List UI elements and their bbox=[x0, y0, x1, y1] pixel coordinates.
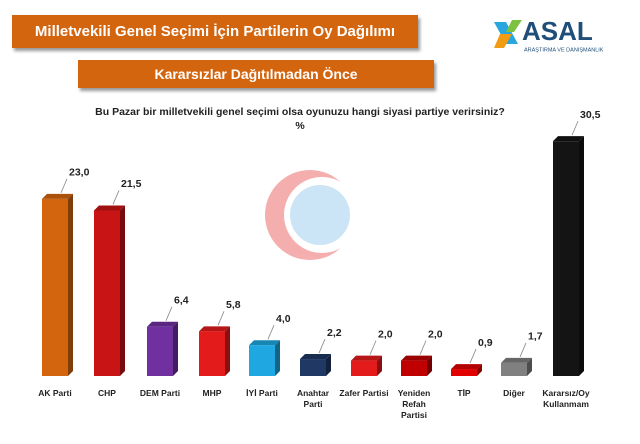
label-leader bbox=[469, 348, 477, 364]
x-tick-label: İYİ Parti bbox=[246, 388, 278, 398]
bar-side bbox=[173, 321, 178, 376]
label-leader bbox=[112, 190, 120, 205]
label-leader bbox=[419, 340, 427, 355]
bar-top bbox=[147, 321, 178, 327]
bar-top bbox=[42, 193, 73, 199]
value-label: 2,0 bbox=[378, 328, 393, 340]
x-tick-label: Diğer bbox=[503, 388, 525, 398]
unit: % bbox=[295, 120, 305, 132]
bar bbox=[401, 360, 427, 376]
value-label: 4,0 bbox=[276, 313, 291, 325]
x-tick-label: MHP bbox=[202, 388, 222, 398]
label-leader bbox=[318, 338, 326, 354]
value-label: 2,0 bbox=[428, 328, 443, 340]
value-label: 6,4 bbox=[174, 295, 189, 307]
bar-side bbox=[527, 357, 532, 376]
value-label: 30,5 bbox=[580, 109, 601, 121]
bar-side bbox=[225, 326, 230, 376]
subtitle-banner: Kararsızlar Dağıtılmadan Önce bbox=[78, 60, 434, 88]
bar bbox=[94, 210, 120, 376]
value-label: 21,5 bbox=[121, 178, 142, 190]
bar-side bbox=[377, 355, 382, 376]
value-label: 2,2 bbox=[327, 327, 342, 339]
title-banner: Milletvekili Genel Seçimi İçin Partileri… bbox=[12, 15, 418, 48]
bar-top bbox=[249, 340, 280, 346]
x-tick-label: DEM Parti bbox=[139, 388, 181, 398]
x-tick-label: Zafer Partisi bbox=[339, 388, 389, 398]
bar-top bbox=[501, 357, 532, 363]
bar-top bbox=[553, 136, 584, 142]
bar bbox=[147, 326, 173, 376]
logo-name: ASAL bbox=[522, 16, 593, 46]
bar-side bbox=[579, 136, 584, 376]
label-leader bbox=[267, 325, 275, 340]
bar-top bbox=[351, 355, 382, 361]
bar-top bbox=[300, 354, 331, 360]
bar-top bbox=[401, 355, 432, 361]
bar-side bbox=[326, 354, 331, 376]
question: Bu Pazar bir milletvekili genel seçimi o… bbox=[95, 106, 505, 118]
bar-top bbox=[94, 205, 125, 211]
x-tick-label: Yeniden Refah Partisi bbox=[397, 388, 431, 420]
value-label: 23,0 bbox=[69, 167, 90, 179]
x-tick-label: Anahtar Parti bbox=[296, 388, 330, 409]
bar bbox=[553, 141, 579, 376]
label-leader bbox=[571, 120, 579, 136]
bar-top bbox=[451, 364, 482, 370]
label-leader bbox=[165, 306, 173, 321]
bar bbox=[300, 359, 326, 376]
logo-mark bbox=[494, 20, 522, 48]
x-tick-label: TİP bbox=[457, 388, 471, 398]
value-label: 0,9 bbox=[478, 337, 493, 349]
label-leader bbox=[217, 311, 225, 326]
bar bbox=[199, 331, 225, 376]
bar-side bbox=[275, 340, 280, 376]
bar-top bbox=[199, 326, 230, 332]
bar-side bbox=[427, 355, 432, 376]
x-tick-label: Kararsız/Oy Kullanmam bbox=[542, 388, 590, 409]
bar bbox=[351, 360, 377, 376]
x-tick-label: AK Parti bbox=[38, 388, 72, 398]
logo-tagline: ARAŞTIRMA VE DANIŞMANLIK bbox=[524, 47, 604, 53]
label-leader bbox=[519, 342, 527, 358]
bar bbox=[42, 198, 68, 376]
value-label: 1,7 bbox=[528, 331, 543, 343]
value-label: 5,8 bbox=[226, 299, 241, 311]
watermark bbox=[265, 170, 360, 260]
bar bbox=[451, 369, 477, 376]
bar bbox=[501, 362, 527, 376]
label-leader bbox=[60, 178, 68, 194]
x-tick-label: CHP bbox=[98, 388, 116, 398]
bar-side bbox=[120, 205, 125, 376]
label-leader bbox=[369, 340, 377, 355]
bar bbox=[249, 345, 275, 376]
bar-side bbox=[477, 364, 482, 376]
bar-side bbox=[68, 193, 73, 376]
